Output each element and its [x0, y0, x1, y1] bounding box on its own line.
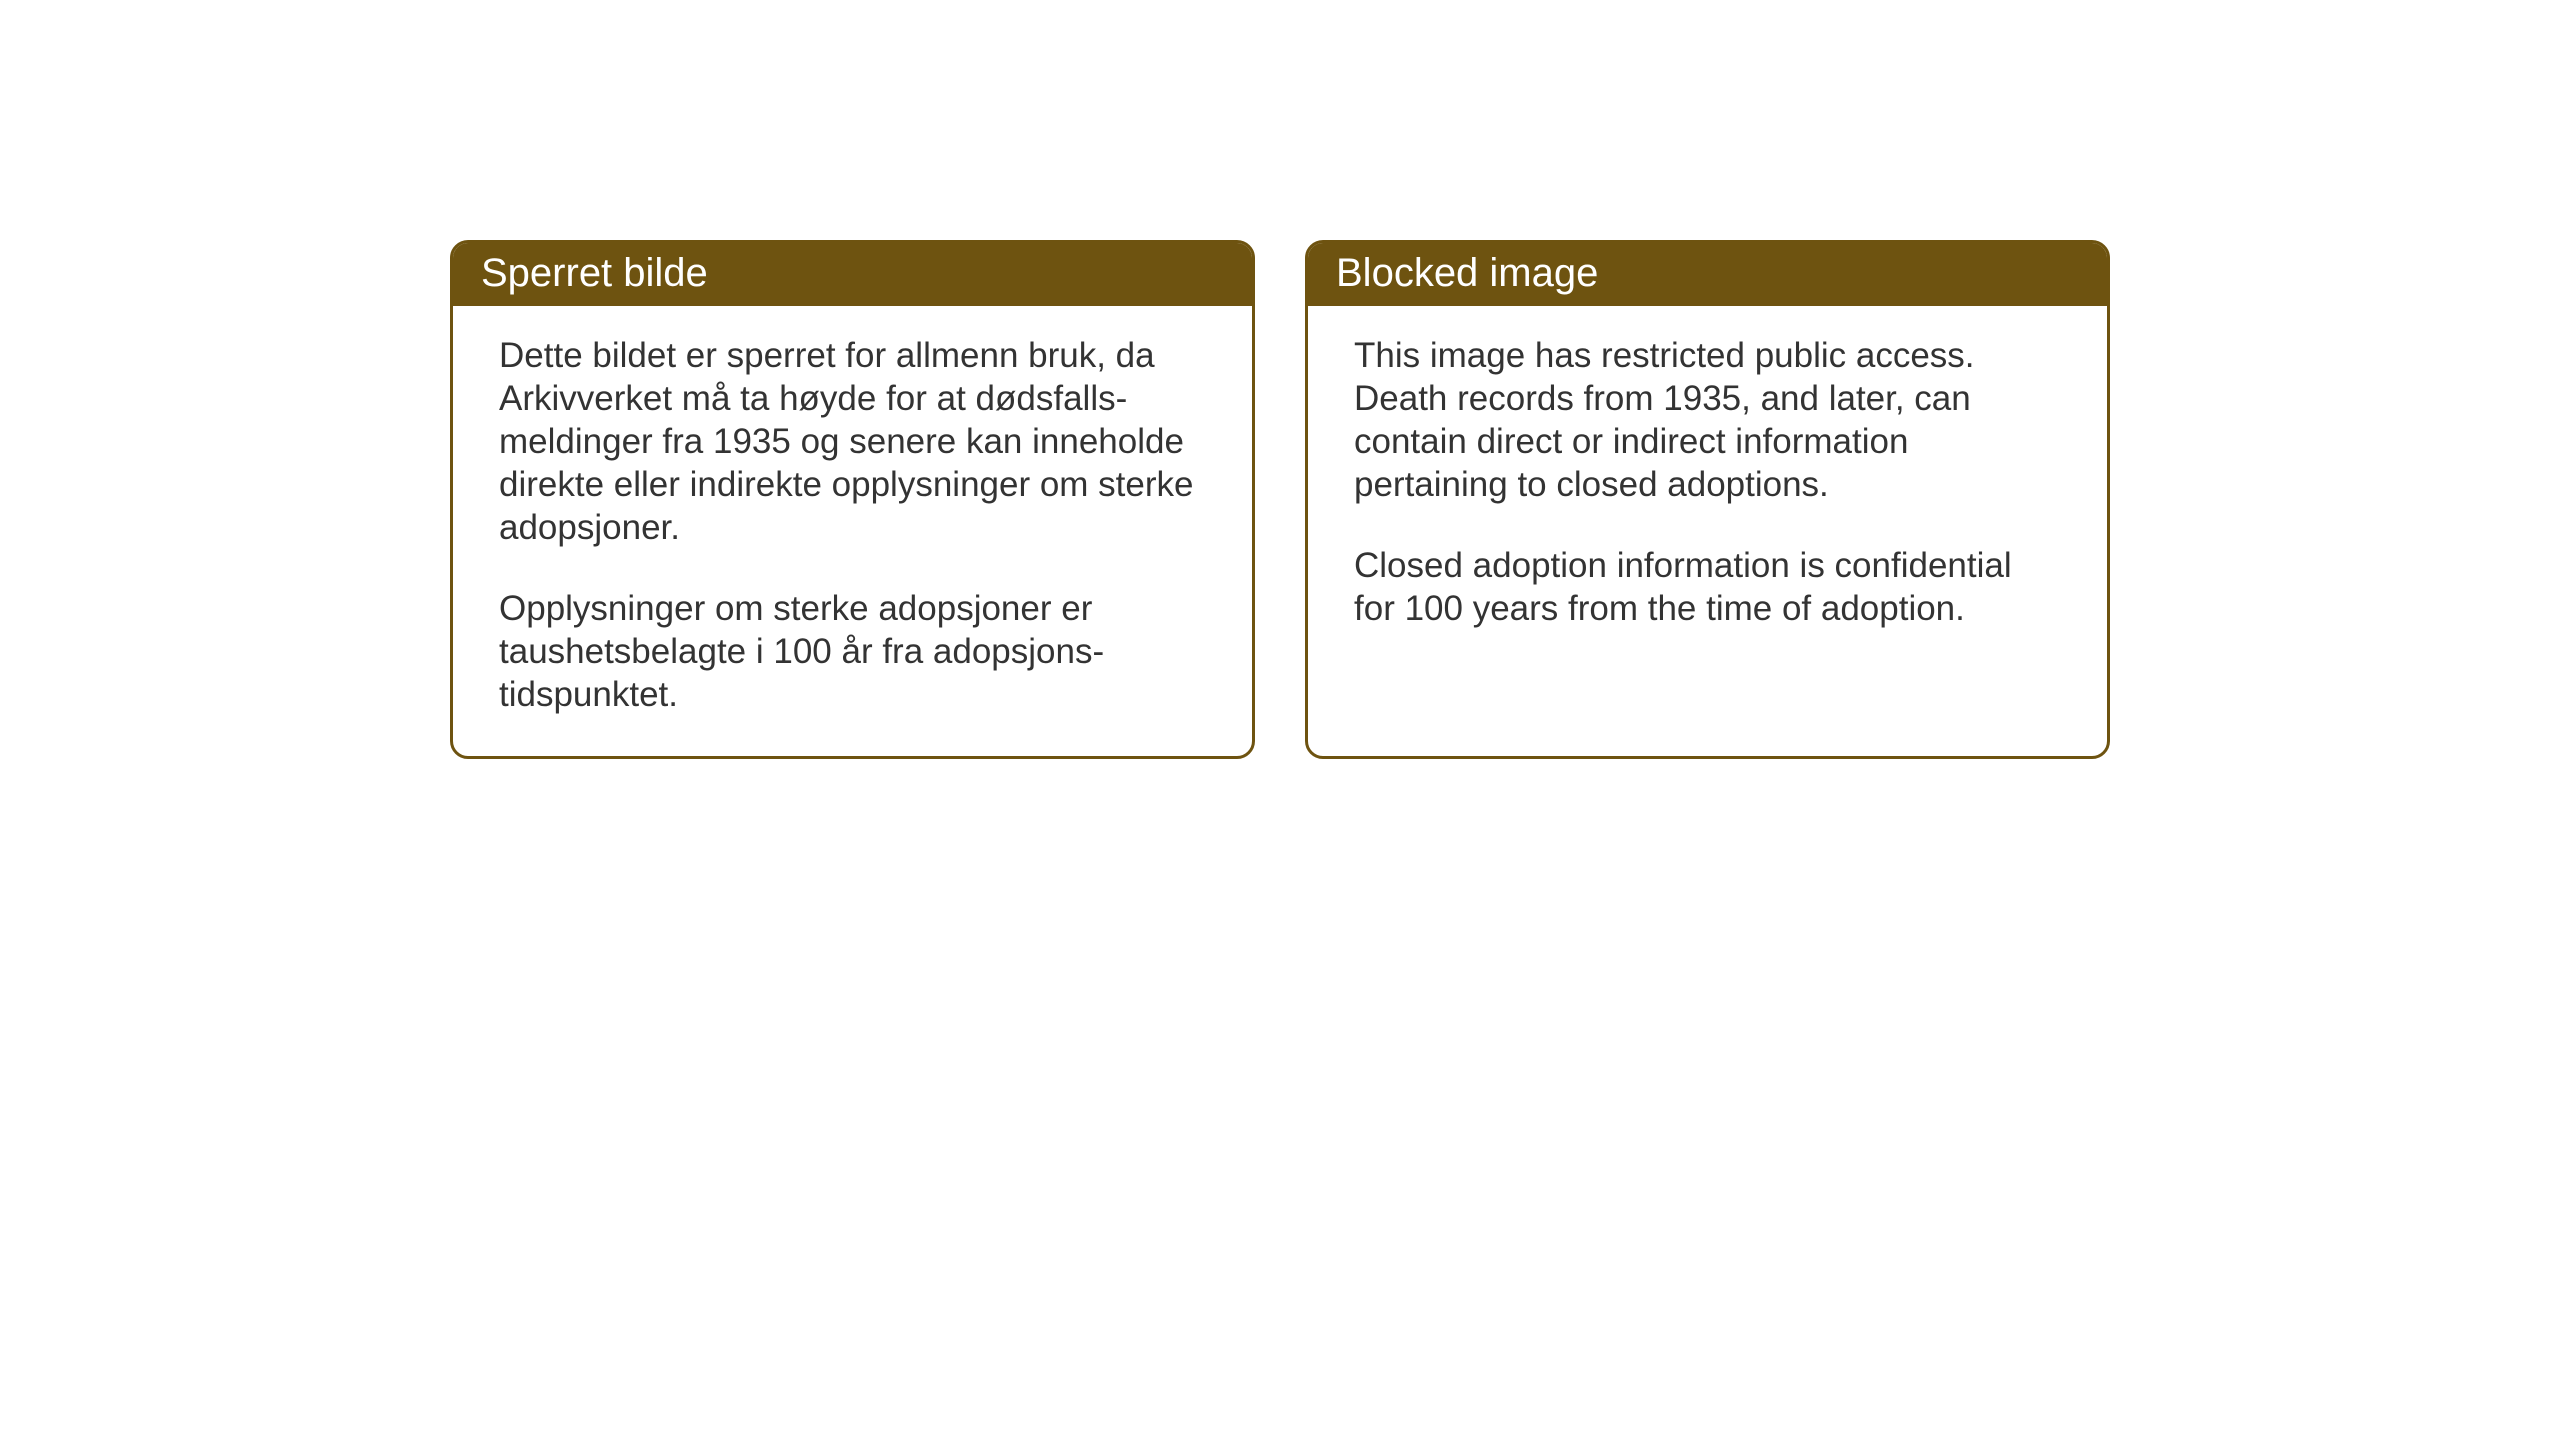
norwegian-paragraph-2: Opplysninger om sterke adopsjoner er tau…	[499, 587, 1206, 716]
norwegian-notice-body: Dette bildet er sperret for allmenn bruk…	[453, 306, 1252, 756]
english-paragraph-1: This image has restricted public access.…	[1354, 334, 2061, 506]
english-notice-box: Blocked image This image has restricted …	[1305, 240, 2110, 759]
norwegian-notice-title: Sperret bilde	[453, 243, 1252, 306]
norwegian-paragraph-1: Dette bildet er sperret for allmenn bruk…	[499, 334, 1206, 549]
english-notice-title: Blocked image	[1308, 243, 2107, 306]
notice-container: Sperret bilde Dette bildet er sperret fo…	[450, 240, 2110, 759]
norwegian-notice-box: Sperret bilde Dette bildet er sperret fo…	[450, 240, 1255, 759]
english-notice-body: This image has restricted public access.…	[1308, 306, 2107, 670]
english-paragraph-2: Closed adoption information is confident…	[1354, 544, 2061, 630]
